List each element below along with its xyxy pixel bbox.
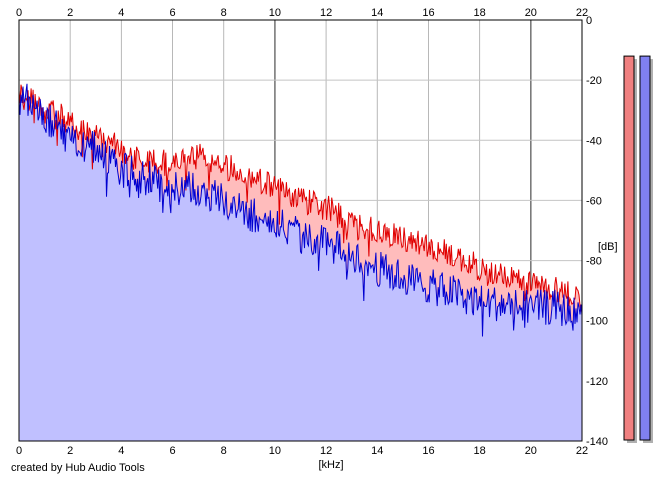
x-tick-label-bottom: 2 bbox=[67, 445, 73, 457]
x-tick-label-bottom: 0 bbox=[16, 445, 22, 457]
series-line bbox=[18, 83, 583, 337]
x-tick-label-bottom: 6 bbox=[169, 445, 175, 457]
x-tick-label-top: 14 bbox=[371, 7, 383, 19]
x-tick-label-bottom: 10 bbox=[269, 445, 281, 457]
x-tick-label-top: 22 bbox=[576, 7, 588, 19]
x-tick-label-top: 20 bbox=[525, 7, 537, 19]
y-tick-label: -120 bbox=[586, 376, 608, 388]
y-tick-labels: 0 -20 -40 -60 -80 -100 -120 -140 bbox=[586, 15, 608, 448]
spectrum-lines bbox=[18, 83, 583, 337]
x-tick-label-top: 0 bbox=[16, 7, 22, 19]
x-tick-label-bottom: 14 bbox=[371, 445, 383, 457]
y-tick-label: -60 bbox=[586, 195, 602, 207]
x-tick-label-top: 8 bbox=[221, 7, 227, 19]
y-tick-label: -80 bbox=[586, 256, 602, 268]
x-tick-label-bottom: 12 bbox=[320, 445, 332, 457]
x-tick-label-top: 18 bbox=[474, 7, 486, 19]
level-meter-bar bbox=[623, 55, 635, 441]
x-tick-label-top: 2 bbox=[67, 7, 73, 19]
axes bbox=[18, 19, 583, 442]
spectrum-areas bbox=[19, 83, 582, 442]
x-tick-label-top: 12 bbox=[320, 7, 332, 19]
level-meters bbox=[623, 55, 653, 444]
x-tick-label-bottom: 18 bbox=[474, 445, 486, 457]
y-axis-label: [dB] bbox=[598, 241, 618, 253]
credit-text: created by Hub Audio Tools bbox=[11, 462, 145, 474]
y-tick-label: -100 bbox=[586, 316, 608, 328]
x-tick-label-top: 10 bbox=[269, 7, 281, 19]
x-tick-label-bottom: 20 bbox=[525, 445, 537, 457]
series-area bbox=[19, 83, 582, 442]
y-tick-label: -140 bbox=[586, 436, 608, 448]
y-tick-label: -40 bbox=[586, 135, 602, 147]
plot-frame bbox=[18, 19, 583, 442]
x-tick-label-bottom: 8 bbox=[221, 445, 227, 457]
series-line bbox=[18, 84, 583, 312]
x-tick-label-top: 6 bbox=[169, 7, 175, 19]
x-tick-label-top: 16 bbox=[422, 7, 434, 19]
y-tick-label: -20 bbox=[586, 75, 602, 87]
x-tick-label-bottom: 16 bbox=[422, 445, 434, 457]
x-tick-label-bottom: 22 bbox=[576, 445, 588, 457]
x-axis-label: [kHz] bbox=[318, 459, 343, 471]
x-tick-label-top: 4 bbox=[118, 7, 124, 19]
level-meter-bar bbox=[639, 55, 651, 441]
x-tick-label-bottom: 4 bbox=[118, 445, 124, 457]
y-tick-label: 0 bbox=[586, 15, 592, 27]
